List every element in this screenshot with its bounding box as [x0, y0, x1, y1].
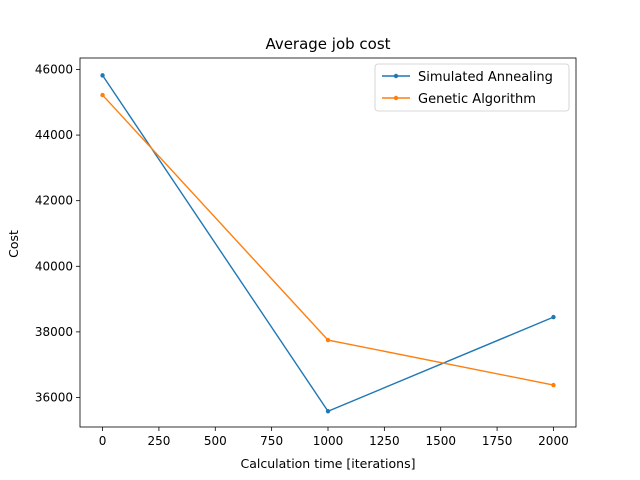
legend-label-1: Simulated Annealing: [418, 70, 553, 85]
x-tick-label: 2000: [538, 434, 569, 448]
series-1-point: [100, 73, 105, 78]
y-tick-label: 38000: [35, 325, 73, 339]
series-2-point: [551, 382, 556, 388]
y-tick-label: 40000: [35, 259, 73, 273]
series-1-point: [325, 409, 331, 414]
axes-frame: [79, 57, 577, 428]
y-tick-label: 44000: [35, 128, 73, 142]
series-2-point: [100, 92, 105, 98]
plot-area: 0 250 500 750 1000 1250 1500 1750 2000 36000 38000…: [35, 57, 577, 448]
legend-marker-1: [393, 73, 399, 79]
x-tick-label: 500: [204, 434, 227, 448]
series-1-point: [551, 314, 556, 320]
y-tick-label: 36000: [35, 390, 73, 404]
x-tick-label: 1750: [482, 434, 513, 448]
chart-title: Average job cost: [265, 35, 390, 53]
x-tick-label: 0: [99, 434, 107, 448]
legend-marker-2: [393, 95, 399, 101]
series-2-point: [325, 337, 331, 343]
legend-label-2: Genetic Algorithm: [418, 92, 536, 107]
series-line-1: [101, 74, 554, 413]
x-tick-label: 1500: [425, 434, 456, 448]
x-tick-label: 1250: [369, 434, 400, 448]
x-tick-label: 1000: [313, 434, 344, 448]
x-tick-label: 250: [147, 434, 170, 448]
x-axis-label: Calculation time [iterations]: [241, 456, 416, 471]
y-tick-label: 46000: [35, 62, 73, 76]
y-tick-label: 42000: [35, 194, 73, 208]
y-axis-label: Cost: [6, 230, 21, 258]
legend-box: [374, 63, 570, 112]
x-tick-label: 750: [260, 434, 283, 448]
